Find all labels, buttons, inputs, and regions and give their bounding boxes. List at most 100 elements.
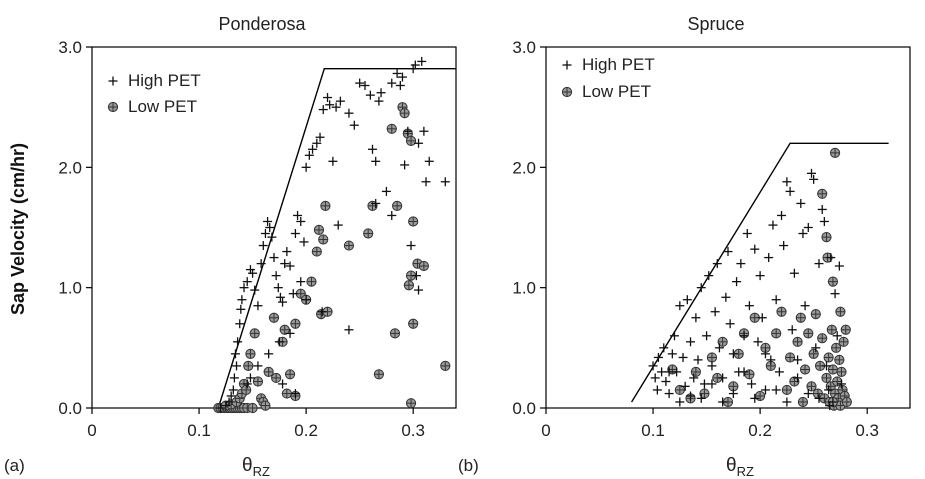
data-point-high [278, 297, 288, 307]
data-point-high [825, 401, 835, 411]
plot-frame [545, 46, 911, 409]
data-point-high [768, 220, 778, 230]
y-tick-label: 2.0 [58, 158, 82, 177]
data-point-low [821, 232, 832, 243]
data-point-low [838, 336, 849, 347]
data-point-high [661, 377, 671, 387]
data-point-low [343, 240, 355, 251]
data-point-high [702, 331, 712, 341]
y-tick-label: 2.0 [512, 158, 536, 177]
data-point-low [260, 400, 271, 411]
data-point-low [827, 276, 839, 287]
data-point-high [723, 247, 733, 257]
x-axis-label-sub: RZ [253, 464, 270, 479]
data-point-low [776, 306, 787, 317]
data-point-high [239, 283, 249, 293]
legend-label-high: High PET [582, 55, 655, 74]
data-point-low [279, 324, 290, 335]
data-point-low [690, 366, 701, 377]
data-point-high [682, 295, 692, 305]
data-point-low [271, 372, 282, 384]
data-point-low [799, 364, 811, 375]
data-point-high [664, 367, 674, 377]
legend-circle-plus-icon [561, 86, 573, 98]
data-point-high [417, 56, 427, 66]
data-point-high [333, 220, 343, 230]
data-point-high [233, 337, 243, 347]
x-axis-label-main: θ [726, 455, 737, 476]
data-point-high [650, 373, 660, 383]
data-point-high [821, 361, 831, 371]
data-point-high [757, 313, 767, 323]
data-point-high [689, 373, 699, 383]
y-tick-label: 1.0 [58, 279, 82, 298]
data-point-low [821, 372, 832, 384]
data-point-low [418, 260, 429, 272]
legend-circle-plus-icon [107, 101, 119, 113]
data-point-high [819, 216, 829, 226]
data-point-high [235, 319, 245, 329]
data-point-high [771, 295, 781, 305]
data-point-high [224, 397, 234, 407]
data-point-low [826, 324, 837, 335]
x-axis-label: θRZ [242, 455, 270, 479]
data-point-high [349, 120, 359, 130]
data-point-high [301, 162, 311, 172]
panel-spruce: Spruce (b) θRZ High PET Low PET 0 0.1 0.2 0… [458, 14, 911, 479]
data-point-low [832, 376, 843, 387]
data-point-low [806, 381, 817, 392]
data-point-low [405, 135, 417, 146]
legend-marker-low [107, 101, 119, 113]
data-point-high [280, 259, 290, 269]
x-tick-label: 0.2 [294, 421, 318, 440]
data-point-high [228, 385, 238, 395]
data-point-low [386, 123, 397, 134]
data-point-low [373, 369, 385, 380]
data-point-high [285, 261, 295, 271]
data-point-low [841, 396, 852, 408]
data-point-high [787, 325, 797, 335]
data-point-high [242, 379, 252, 389]
data-point-high [736, 259, 746, 269]
data-point-high [753, 337, 763, 347]
data-point-low [835, 306, 846, 317]
data-point-low [817, 333, 828, 344]
data-point-high [686, 337, 696, 347]
data-point-high [406, 241, 416, 251]
data-point-high [779, 241, 789, 251]
data-point-high [325, 100, 335, 110]
data-point-high [381, 186, 391, 196]
legend-label-high: High PET [128, 71, 201, 90]
y-tick-label: 1.0 [512, 279, 536, 298]
data-point-high [774, 367, 784, 377]
data-point-low [268, 312, 280, 323]
data-point-low [834, 354, 845, 365]
data-point-high [387, 78, 397, 88]
data-point-high [824, 385, 834, 395]
x-tick-label: 0.1 [641, 421, 665, 440]
data-point-low [781, 384, 792, 396]
data-point-low [810, 309, 821, 320]
data-point-low [320, 200, 331, 211]
data-point-high [317, 307, 327, 317]
data-point-high [318, 105, 328, 115]
panel-title: Ponderosa [218, 14, 306, 34]
data-point-low [389, 328, 401, 339]
data-point-high [296, 277, 306, 287]
data-point-high [293, 210, 303, 220]
data-point-low [792, 336, 803, 347]
data-point-high [744, 301, 754, 311]
data-point-high [419, 126, 429, 136]
series-high-pet [215, 56, 450, 413]
data-point-high [718, 373, 728, 383]
data-point-high [387, 210, 397, 220]
data-point-low [803, 328, 814, 339]
panel-ponderosa: Ponderosa Sap Velocity (cm/hr) (a) θRZ H… [4, 14, 457, 479]
data-point-low [771, 328, 782, 339]
data-point-low [674, 384, 685, 396]
data-point-high [411, 271, 421, 281]
data-point-high [256, 259, 266, 269]
data-point-high [226, 391, 236, 401]
data-point-low [717, 336, 728, 347]
data-point-high [803, 223, 813, 232]
